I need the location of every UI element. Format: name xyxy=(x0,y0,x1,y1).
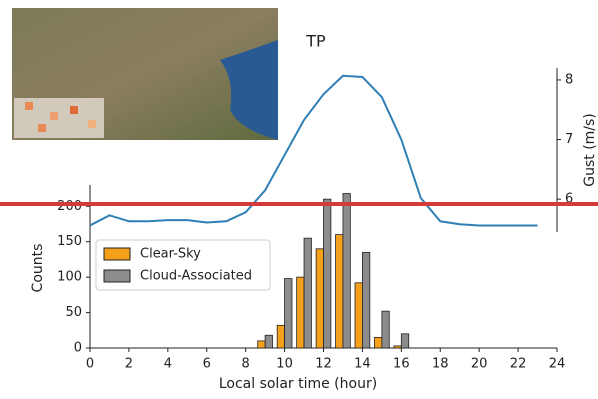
y-tick-label: 100 xyxy=(57,270,82,285)
bar xyxy=(324,199,331,348)
legend-label: Cloud-Associated xyxy=(140,269,252,284)
y2-tick-label: 7 xyxy=(565,132,573,147)
x-tick-label: 22 xyxy=(510,357,527,372)
y-tick-label: 150 xyxy=(57,234,82,249)
y-axis-label: Counts xyxy=(30,244,46,293)
bar xyxy=(265,335,272,348)
bar xyxy=(277,325,284,348)
x-tick-label: 8 xyxy=(242,357,250,372)
y-tick-label: 0 xyxy=(74,341,82,356)
x-tick-label: 0 xyxy=(86,357,94,372)
y2-tick-label: 8 xyxy=(565,72,573,87)
x-tick-label: 18 xyxy=(432,357,449,372)
bar xyxy=(285,279,292,348)
bar xyxy=(297,277,304,348)
x-tick-label: 4 xyxy=(164,357,172,372)
bar xyxy=(382,311,389,348)
chart: TP Local solar time (hour) Counts Gust (… xyxy=(0,0,598,399)
bar xyxy=(316,249,323,348)
bar xyxy=(304,238,311,348)
x-tick-label: 6 xyxy=(203,357,211,372)
x-tick-label: 12 xyxy=(315,357,332,372)
x-tick-label: 10 xyxy=(276,357,293,372)
bar xyxy=(362,252,369,348)
legend: Clear-Sky Cloud-Associated xyxy=(96,240,270,290)
y-tick-label: 200 xyxy=(57,199,82,214)
x-tick-label: 16 xyxy=(393,357,410,372)
x-tick-label: 24 xyxy=(549,357,566,372)
legend-swatch xyxy=(104,248,130,260)
bar xyxy=(355,283,362,348)
y2-axis-label: Gust (m/s) xyxy=(582,113,598,187)
y-tick-label: 50 xyxy=(65,305,82,320)
x-axis-label: Local solar time (hour) xyxy=(219,376,377,392)
legend-swatch xyxy=(104,270,130,282)
bar xyxy=(343,194,350,348)
bar xyxy=(258,341,265,348)
x-tick-label: 20 xyxy=(471,357,488,372)
chart-title: TP xyxy=(305,32,326,51)
bar xyxy=(401,334,408,348)
bar xyxy=(394,346,401,348)
legend-label: Clear-Sky xyxy=(140,247,201,262)
map-inset xyxy=(12,8,278,140)
bar xyxy=(374,337,381,348)
x-tick-label: 2 xyxy=(125,357,133,372)
x-tick-label: 14 xyxy=(354,357,371,372)
bar xyxy=(336,235,343,348)
